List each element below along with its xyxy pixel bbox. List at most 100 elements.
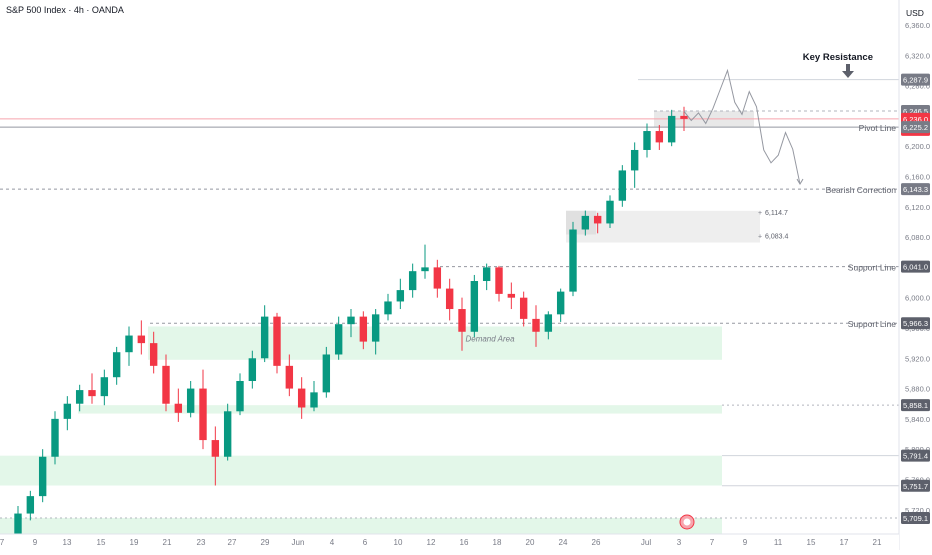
demand-zone-2: [78, 405, 722, 414]
price-tag-text: 5,858.1: [903, 401, 928, 410]
candle-body: [137, 335, 146, 344]
price-tag-text: 5,709.1: [903, 514, 928, 523]
y-tick-label: 6,160.0: [905, 172, 930, 181]
candle-body: [421, 267, 429, 272]
price-tag-text: 6,287.9: [903, 76, 928, 85]
price-tag-text: 6,143.3: [903, 185, 928, 194]
candle-body: [384, 301, 392, 315]
candle-body: [433, 267, 442, 289]
x-tick-label: 13: [63, 538, 72, 547]
x-tick-label: 11: [774, 538, 783, 547]
candle-body: [519, 297, 528, 319]
x-tick-label: 20: [526, 538, 535, 547]
price-tag-text: 5,751.7: [903, 482, 928, 491]
pivot-line-label: Pivot Line: [859, 123, 897, 133]
price-tag-bg: [901, 260, 930, 273]
x-tick-label: 17: [840, 538, 849, 547]
price-tag-text: 6,225.2: [903, 123, 928, 132]
candle-body: [88, 390, 96, 397]
candle-body: [482, 267, 491, 282]
candle-body: [556, 291, 565, 315]
x-tick-label: 3: [677, 538, 682, 547]
bearish-correction-label: Bearish Correction: [826, 185, 897, 195]
demand-zone-4: [0, 518, 722, 534]
y-tick-label: 5,840.0: [905, 415, 930, 424]
candle-body: [359, 316, 368, 342]
price-tag-1: 6,287.9: [901, 73, 930, 86]
box-level-marker-2: +: [758, 234, 762, 241]
candle-body: [618, 170, 627, 201]
candle-body: [371, 314, 380, 342]
candle-body: [581, 215, 590, 230]
price-tag-11: 5,751.7: [901, 479, 930, 492]
price-tag-text: 6,246.5: [903, 107, 928, 116]
candle-body: [334, 324, 343, 355]
x-tick-label: 10: [394, 538, 403, 547]
candle-body: [63, 403, 72, 419]
price-tag-bg: [901, 317, 930, 330]
candle-body: [667, 115, 676, 143]
x-tick-label: 19: [130, 538, 139, 547]
candle-body: [630, 149, 639, 171]
price-tag-9: 5,858.1: [901, 399, 930, 412]
candle-body: [569, 229, 577, 292]
price-tag-bg: [901, 479, 930, 492]
candle-body: [680, 115, 688, 119]
demand-zone-1: [148, 326, 722, 360]
x-tick-label: 18: [493, 538, 502, 547]
time-axis: [0, 534, 899, 550]
candle-body: [310, 392, 318, 408]
x-tick-label: 6: [363, 538, 368, 547]
x-tick-label: 9: [743, 538, 748, 547]
x-tick-label: 23: [197, 538, 206, 547]
price-tag-text: 5,791.4: [903, 452, 928, 461]
candle-body: [507, 293, 516, 298]
candle-body: [51, 418, 59, 457]
demand-zone-3: [0, 455, 722, 486]
demand-area-label: Demand Area: [465, 335, 515, 344]
x-tick-label: 9: [33, 538, 38, 547]
x-tick-label: 7: [710, 538, 715, 547]
candle-body: [223, 411, 232, 457]
x-tick-label: 12: [427, 538, 436, 547]
projection-path: [683, 68, 801, 185]
x-tick-label: 29: [261, 538, 270, 547]
y-tick-label: 6,280.0: [905, 82, 930, 91]
price-tag-10: 5,791.4: [901, 449, 930, 462]
box-level-label-1: 6,114.7: [765, 210, 788, 217]
candle-body: [322, 354, 331, 393]
candle-body: [470, 281, 479, 332]
key-resistance-label: Key Resistance: [803, 52, 873, 63]
x-tick-label: 16: [460, 538, 469, 547]
x-tick-label: 26: [592, 538, 601, 547]
y-tick-label: 6,080.0: [905, 233, 930, 242]
candle-body: [273, 316, 281, 366]
currency-label: USD: [906, 8, 924, 18]
resistance-arrow-shaft: [846, 64, 850, 72]
candle-body: [285, 365, 294, 389]
y-tick-label: 5,920.0: [905, 354, 930, 363]
candle-body: [186, 388, 195, 413]
candle-body: [495, 267, 503, 294]
candle-body: [606, 200, 614, 224]
price-tag-5: 6,225.2: [901, 121, 930, 134]
candle-body: [643, 131, 651, 150]
y-tick-label: 6,120.0: [905, 203, 930, 212]
candle-body: [174, 403, 183, 413]
candle-body: [445, 288, 454, 310]
candle-body: [26, 496, 35, 514]
x-tick-label: Jul: [641, 538, 651, 547]
candle-body: [593, 215, 602, 224]
box-level-label-2: 6,083.4: [765, 234, 788, 241]
y-tick-label: 6,200.0: [905, 142, 930, 151]
candle-body: [38, 456, 47, 497]
candle-body: [408, 271, 417, 291]
price-tag-8: 5,966.3: [901, 317, 930, 330]
support-line-label-1: Support Line: [848, 263, 896, 273]
candle-body: [347, 316, 355, 325]
x-tick-label: 21: [873, 538, 882, 547]
y-tick-label: 6,000.0: [905, 294, 930, 303]
x-tick-label: 15: [807, 538, 816, 547]
